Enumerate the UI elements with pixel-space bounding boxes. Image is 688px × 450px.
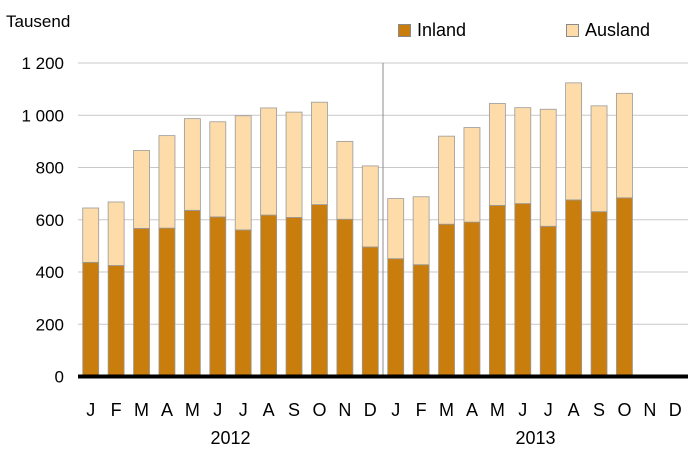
y-tick-label: 1 000 <box>21 106 64 125</box>
bar-inland <box>234 229 252 377</box>
bar-inland <box>183 209 201 377</box>
x-tick-label: A <box>263 400 275 420</box>
bar-inland <box>616 197 633 377</box>
legend-item-inland: Inland <box>398 20 466 41</box>
y-tick-label: 600 <box>36 211 64 230</box>
bar-inland <box>336 218 354 377</box>
y-tick-label: 0 <box>55 368 64 387</box>
bar-ausland <box>361 165 379 248</box>
bar-ausland <box>387 198 405 260</box>
y-tick-label: 200 <box>36 315 64 334</box>
x-tick-label: M <box>439 400 454 420</box>
bar-ausland <box>539 108 557 227</box>
bar-inland <box>260 214 278 377</box>
bar-ausland <box>311 101 328 205</box>
x-tick-label: D <box>669 400 682 420</box>
x-tick-label: S <box>288 400 300 420</box>
x-tick-label: O <box>617 400 631 420</box>
x-tick-label: A <box>568 400 580 420</box>
bar-ausland <box>107 201 125 266</box>
bar-inland <box>565 199 583 377</box>
bar-ausland <box>183 118 201 211</box>
legend-swatch-ausland <box>566 24 579 37</box>
bar-ausland <box>234 115 252 231</box>
x-tick-label: J <box>391 400 400 420</box>
x-tick-label: M <box>134 400 149 420</box>
bar-ausland <box>133 150 150 229</box>
bar-ausland <box>488 103 506 206</box>
bar-ausland <box>412 196 430 266</box>
bar-inland <box>539 225 557 377</box>
legend-item-ausland: Ausland <box>566 20 650 41</box>
x-year-label: 2012 <box>210 428 250 448</box>
x-tick-label: F <box>416 400 427 420</box>
bar-inland <box>361 246 379 377</box>
x-tick-label: J <box>544 400 553 420</box>
y-tick-label: 400 <box>36 263 64 282</box>
x-tick-label: J <box>213 400 222 420</box>
x-tick-label: A <box>466 400 478 420</box>
bar-ausland <box>260 107 278 216</box>
bar-ausland <box>616 92 633 199</box>
bar-inland <box>463 221 481 377</box>
bar-ausland <box>82 207 100 263</box>
bar-inland <box>438 223 455 377</box>
x-tick-label: M <box>490 400 505 420</box>
x-tick-label: S <box>593 400 605 420</box>
bar-ausland <box>285 111 303 218</box>
x-tick-label: A <box>161 400 173 420</box>
x-tick-label: J <box>518 400 527 420</box>
bar-ausland <box>336 140 354 220</box>
x-tick-label: J <box>86 400 95 420</box>
bar-ausland <box>158 135 176 229</box>
bar-inland <box>514 203 532 377</box>
bar-inland <box>82 261 100 377</box>
y-axis-unit-label: Tausend <box>6 12 71 31</box>
legend-label-inland: Inland <box>417 20 467 40</box>
x-tick-label: M <box>185 400 200 420</box>
bar-inland <box>133 227 150 377</box>
bar-inland <box>412 264 430 377</box>
bar-inland <box>158 227 176 377</box>
bar-ausland <box>463 127 481 223</box>
bar-inland <box>311 204 328 377</box>
legend-swatch-inland <box>398 24 411 37</box>
bar-ausland <box>565 82 583 201</box>
x-tick-label: F <box>111 400 122 420</box>
x-tick-label: J <box>239 400 248 420</box>
bar-inland <box>387 258 405 377</box>
bar-ausland <box>514 107 532 204</box>
bar-ausland <box>590 105 608 213</box>
y-tick-label: 1 200 <box>21 54 64 73</box>
bar-inland <box>107 265 125 377</box>
bar-ausland <box>438 135 455 225</box>
y-tick-label: 800 <box>36 159 64 178</box>
bar-inland <box>285 216 303 377</box>
bar-ausland <box>209 121 227 218</box>
x-tick-label: N <box>338 400 351 420</box>
x-year-label: 2013 <box>515 428 555 448</box>
bar-inland <box>488 204 506 377</box>
x-tick-label: N <box>643 400 656 420</box>
x-tick-label: O <box>312 400 326 420</box>
bar-inland <box>209 216 227 377</box>
bar-inland <box>590 211 608 377</box>
legend-label-ausland: Ausland <box>585 20 651 40</box>
x-tick-label: D <box>364 400 377 420</box>
